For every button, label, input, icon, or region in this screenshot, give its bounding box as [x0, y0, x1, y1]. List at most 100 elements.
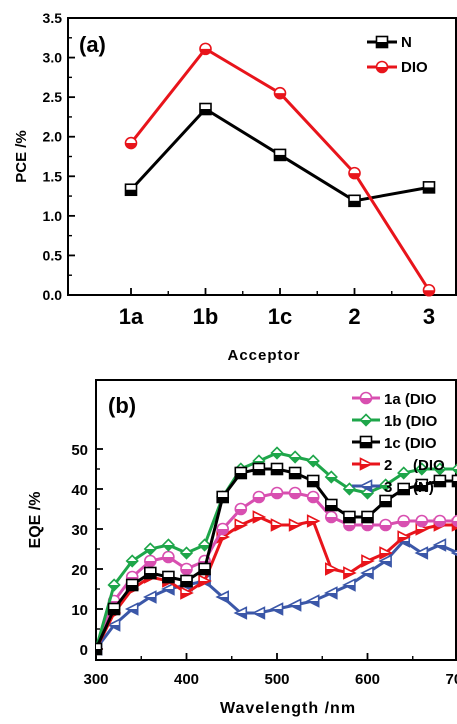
- marker-fill: [398, 521, 410, 527]
- x-tick-label: 1b: [193, 304, 219, 329]
- data-point: [378, 478, 393, 492]
- data-point: [361, 510, 374, 524]
- legend-label: 1c (DIO: [384, 435, 437, 452]
- data-point: [288, 466, 302, 480]
- data-point: [197, 538, 212, 552]
- data-point: [270, 486, 284, 500]
- marker-fill: [274, 154, 286, 161]
- legend-label: 1b (DIO: [384, 413, 438, 430]
- data-point: [306, 474, 320, 488]
- data-point: [124, 136, 138, 150]
- data-point: [199, 102, 212, 116]
- marker-fill: [162, 577, 174, 583]
- marker-fill: [325, 477, 337, 483]
- data-point: [324, 498, 338, 512]
- data-point: [306, 514, 321, 528]
- data-point: [125, 554, 139, 568]
- x-tick-label: 1c: [268, 304, 292, 329]
- marker-fill: [325, 517, 337, 523]
- data-point: [348, 166, 361, 180]
- marker-fill: [235, 473, 247, 479]
- y-tick-label: 30: [71, 522, 88, 539]
- data-point: [270, 462, 284, 476]
- marker-fill: [416, 529, 428, 535]
- data-point: [343, 510, 356, 524]
- marker-fill: [253, 497, 265, 503]
- data-point: [273, 86, 287, 100]
- data-point: [306, 490, 320, 504]
- data-point: [415, 462, 429, 476]
- marker-fill: [126, 609, 138, 615]
- marker-fill: [343, 525, 355, 531]
- data-point: [233, 606, 248, 620]
- data-point: [252, 510, 267, 524]
- marker-fill: [362, 561, 373, 567]
- data-point: [124, 183, 138, 197]
- plot-frame: [67, 17, 457, 296]
- marker-fill: [235, 509, 247, 515]
- data-point: [379, 494, 392, 508]
- data-point: [324, 586, 338, 600]
- marker-fill: [325, 569, 337, 575]
- marker-fill: [362, 525, 373, 531]
- marker-fill: [360, 464, 372, 470]
- marker-fill: [144, 573, 156, 579]
- y-tick-label: 0.5: [43, 247, 63, 263]
- y-axis-label: PCE /%: [13, 130, 30, 183]
- marker-fill: [452, 521, 457, 527]
- marker-fill: [376, 42, 388, 48]
- data-point: [234, 466, 248, 480]
- marker-fill: [380, 485, 392, 491]
- marker-fill: [162, 545, 174, 551]
- y-tick-label: 0.0: [43, 287, 63, 303]
- marker-fill: [108, 609, 120, 615]
- marker-fill: [235, 613, 247, 619]
- marker-fill: [360, 442, 372, 448]
- legend-marker: [359, 435, 373, 449]
- legend-marker: [375, 35, 389, 49]
- y-tick-label: 3.5: [43, 10, 63, 26]
- data-point: [144, 554, 157, 568]
- data-point: [414, 546, 429, 560]
- marker-fill: [217, 597, 229, 603]
- marker-fill: [307, 521, 319, 527]
- y-tick-label: 10: [71, 602, 88, 619]
- marker-fill: [362, 517, 373, 523]
- data-point: [348, 194, 361, 208]
- marker-fill: [125, 189, 137, 196]
- y-tick-label: 50: [71, 442, 88, 459]
- marker-fill: [416, 485, 428, 491]
- marker-fill: [200, 109, 211, 115]
- series-4: [96, 510, 457, 653]
- marker-fill: [162, 589, 174, 595]
- data-point: [288, 486, 302, 500]
- marker-fill: [398, 473, 410, 479]
- data-point: [451, 463, 457, 475]
- marker-fill: [289, 493, 301, 499]
- panel-b-eqe-chart: 01020304050300400500600700800900Waveleng…: [27, 379, 457, 717]
- y-tick-label: 2.5: [43, 89, 63, 105]
- marker-fill: [452, 481, 457, 487]
- marker-fill: [343, 585, 355, 591]
- marker-fill: [181, 593, 192, 599]
- data-point: [397, 482, 411, 496]
- data-point: [432, 538, 447, 552]
- data-point: [360, 566, 374, 580]
- data-point: [288, 518, 303, 532]
- x-axis-label: Acceptor: [227, 347, 300, 364]
- data-point: [378, 554, 392, 568]
- data-point: [270, 446, 284, 460]
- legend-label: 2: [384, 457, 392, 474]
- data-point: [324, 470, 338, 484]
- legend-marker: [359, 391, 373, 405]
- marker-fill: [289, 525, 301, 531]
- legend-label: DIO: [401, 59, 428, 76]
- data-point: [179, 546, 194, 560]
- marker-fill: [144, 597, 156, 603]
- marker-fill: [199, 545, 211, 551]
- marker-fill: [325, 593, 337, 599]
- marker-fill: [349, 200, 360, 207]
- marker-fill: [181, 553, 192, 559]
- legend-label: 1a (DIO: [384, 391, 437, 408]
